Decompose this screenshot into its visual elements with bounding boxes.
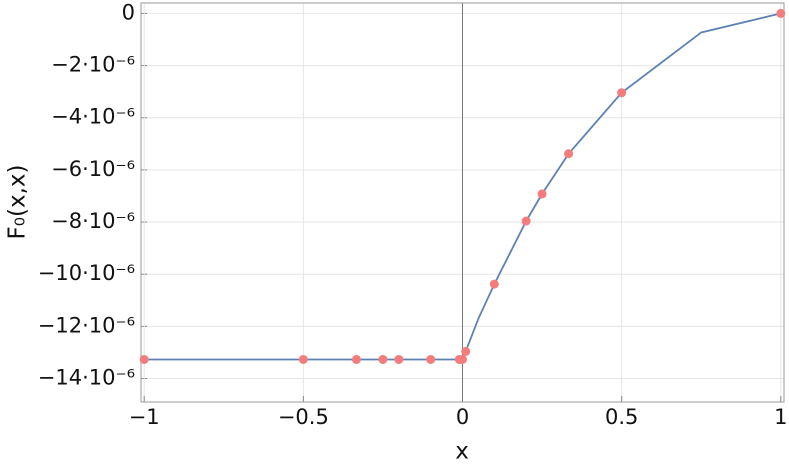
data-point	[537, 189, 547, 199]
y-tick-label: −10·10⁻⁶	[38, 261, 135, 285]
y-tick-label: −2·10⁻⁶	[51, 53, 135, 77]
x-tick-label: −1	[129, 405, 160, 429]
y-tick-label: −14·10⁻⁶	[38, 366, 135, 390]
x-tick-label: −0.5	[278, 405, 329, 429]
plot-frame	[140, 2, 785, 403]
x-tick-label: 0	[456, 405, 469, 429]
y-tick-label: −6·10⁻⁶	[51, 157, 135, 181]
data-point	[521, 216, 531, 226]
data-point	[139, 354, 149, 364]
data-point	[458, 354, 467, 364]
data-point	[489, 279, 499, 289]
data-point	[564, 149, 574, 159]
data-point	[394, 354, 404, 364]
y-tick-label: −12·10⁻⁶	[38, 313, 135, 337]
y-tick-label: 0	[122, 0, 135, 24]
data-point	[426, 354, 436, 364]
data-point	[298, 354, 308, 364]
x-axis-label: x	[455, 439, 469, 465]
x-tick-label: 0.5	[605, 405, 638, 429]
y-axis-label: F₀(x,x)	[5, 165, 31, 240]
data-point	[776, 8, 786, 18]
data-point	[461, 346, 471, 356]
data-point	[378, 354, 388, 364]
data-point	[617, 88, 627, 98]
y-tick-label: −4·10⁻⁶	[51, 105, 135, 129]
y-tick-label: −8·10⁻⁶	[51, 209, 135, 233]
x-tick-label: 1	[774, 405, 787, 429]
data-point	[351, 354, 361, 364]
